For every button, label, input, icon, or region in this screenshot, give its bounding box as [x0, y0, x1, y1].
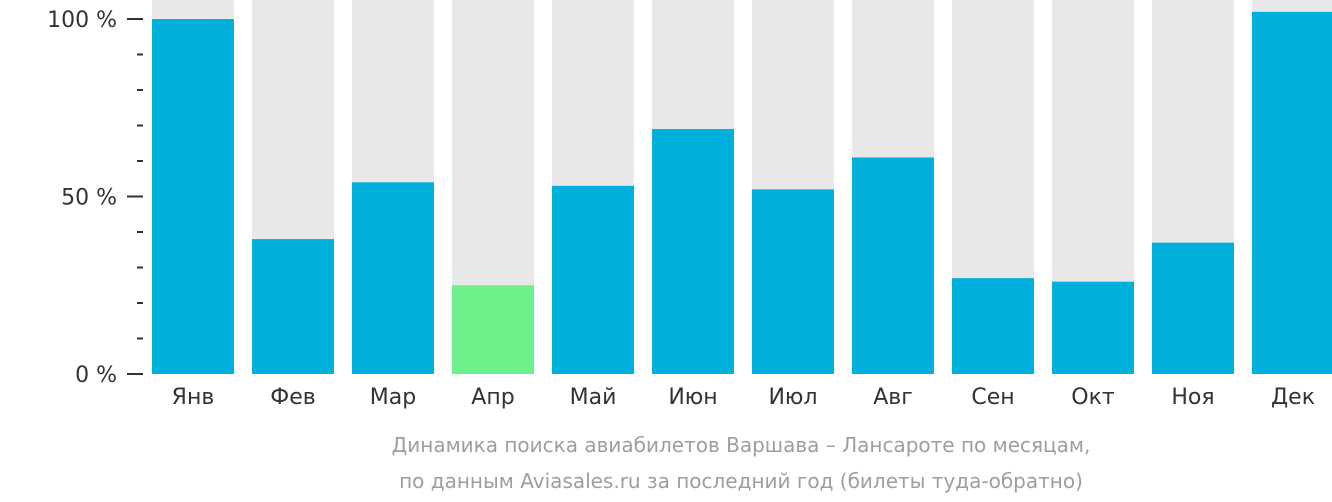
y-tick-label: 0 % [75, 363, 117, 388]
x-tick-label: Окт [1071, 385, 1115, 410]
bar [1252, 11, 1332, 375]
x-tick-label: Янв [172, 385, 215, 410]
x-tick-label: Авг [873, 385, 913, 410]
bar [552, 185, 634, 374]
caption-line-2: по данным Aviasales.ru за последний год … [399, 469, 1083, 493]
bar [752, 189, 834, 374]
x-axis-labels: Янв Фев Мар Апр Май Июн Июл Авг Сен Окт Ноя Дек [172, 385, 1315, 410]
bar [652, 129, 734, 374]
x-tick-label: Фев [270, 385, 315, 410]
x-tick-label: Апр [471, 385, 514, 410]
x-tick-label: Ноя [1171, 385, 1214, 410]
y-axis: 100 % 50 % 0 % [47, 8, 143, 388]
bar [1152, 242, 1234, 374]
caption-line-1: Динамика поиска авиабилетов Варшава – Ла… [392, 433, 1091, 457]
bar [352, 182, 434, 374]
x-tick-label: Мар [370, 385, 416, 410]
bar [1052, 281, 1134, 374]
x-tick-label: Май [570, 385, 617, 410]
bar [152, 19, 234, 374]
x-tick-label: Дек [1271, 385, 1315, 410]
y-tick-label: 50 % [61, 186, 117, 211]
x-tick-label: Июн [668, 385, 717, 410]
chart-caption: Динамика поиска авиабилетов Варшава – Ла… [392, 433, 1091, 493]
bars [152, 0, 1332, 375]
bar [952, 278, 1034, 374]
bar [252, 239, 334, 374]
bar-highlight [452, 285, 534, 374]
bar [852, 157, 934, 374]
x-tick-label: Сен [971, 385, 1014, 410]
x-tick-label: Июл [768, 385, 817, 410]
y-tick-label: 100 % [47, 8, 117, 33]
